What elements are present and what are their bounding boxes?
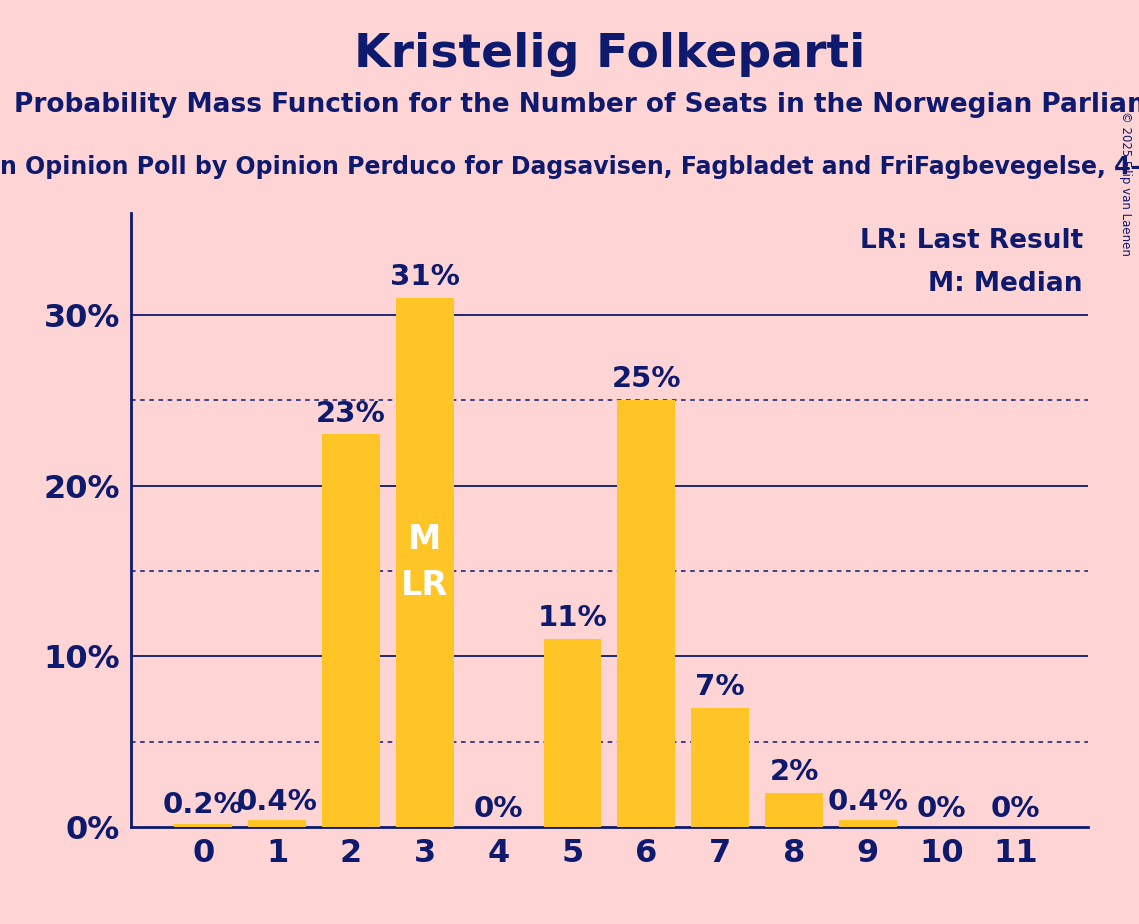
Text: M
LR: M LR xyxy=(401,523,449,602)
Bar xyxy=(839,821,896,827)
Text: 11%: 11% xyxy=(538,604,607,632)
Text: 0%: 0% xyxy=(474,795,523,822)
Text: 0%: 0% xyxy=(917,795,966,822)
Bar xyxy=(248,821,306,827)
Bar xyxy=(691,708,749,827)
Text: 31%: 31% xyxy=(390,263,460,291)
Text: n Opinion Poll by Opinion Perduco for Dagsavisen, Fagbladet and FriFagbevegelse,: n Opinion Poll by Opinion Perduco for Da… xyxy=(0,155,1139,179)
Bar xyxy=(765,793,822,827)
Text: 7%: 7% xyxy=(695,673,745,700)
Bar xyxy=(617,400,675,827)
Text: M: Median: M: Median xyxy=(928,271,1083,297)
Text: Kristelig Folkeparti: Kristelig Folkeparti xyxy=(354,32,865,78)
Text: 25%: 25% xyxy=(612,366,681,394)
Text: 0.4%: 0.4% xyxy=(237,788,318,816)
Bar xyxy=(543,639,601,827)
Bar xyxy=(174,823,232,827)
Text: 0.2%: 0.2% xyxy=(163,791,244,820)
Text: 23%: 23% xyxy=(316,399,386,428)
Text: 0%: 0% xyxy=(991,795,1040,822)
Text: LR: Last Result: LR: Last Result xyxy=(860,228,1083,254)
Text: © 2025 Filip van Laenen: © 2025 Filip van Laenen xyxy=(1118,111,1132,256)
Text: 2%: 2% xyxy=(769,758,819,786)
Text: Probability Mass Function for the Number of Seats in the Norwegian Parliament: Probability Mass Function for the Number… xyxy=(15,92,1139,118)
Bar xyxy=(322,434,379,827)
Text: 0.4%: 0.4% xyxy=(827,788,908,816)
Bar xyxy=(396,298,453,827)
